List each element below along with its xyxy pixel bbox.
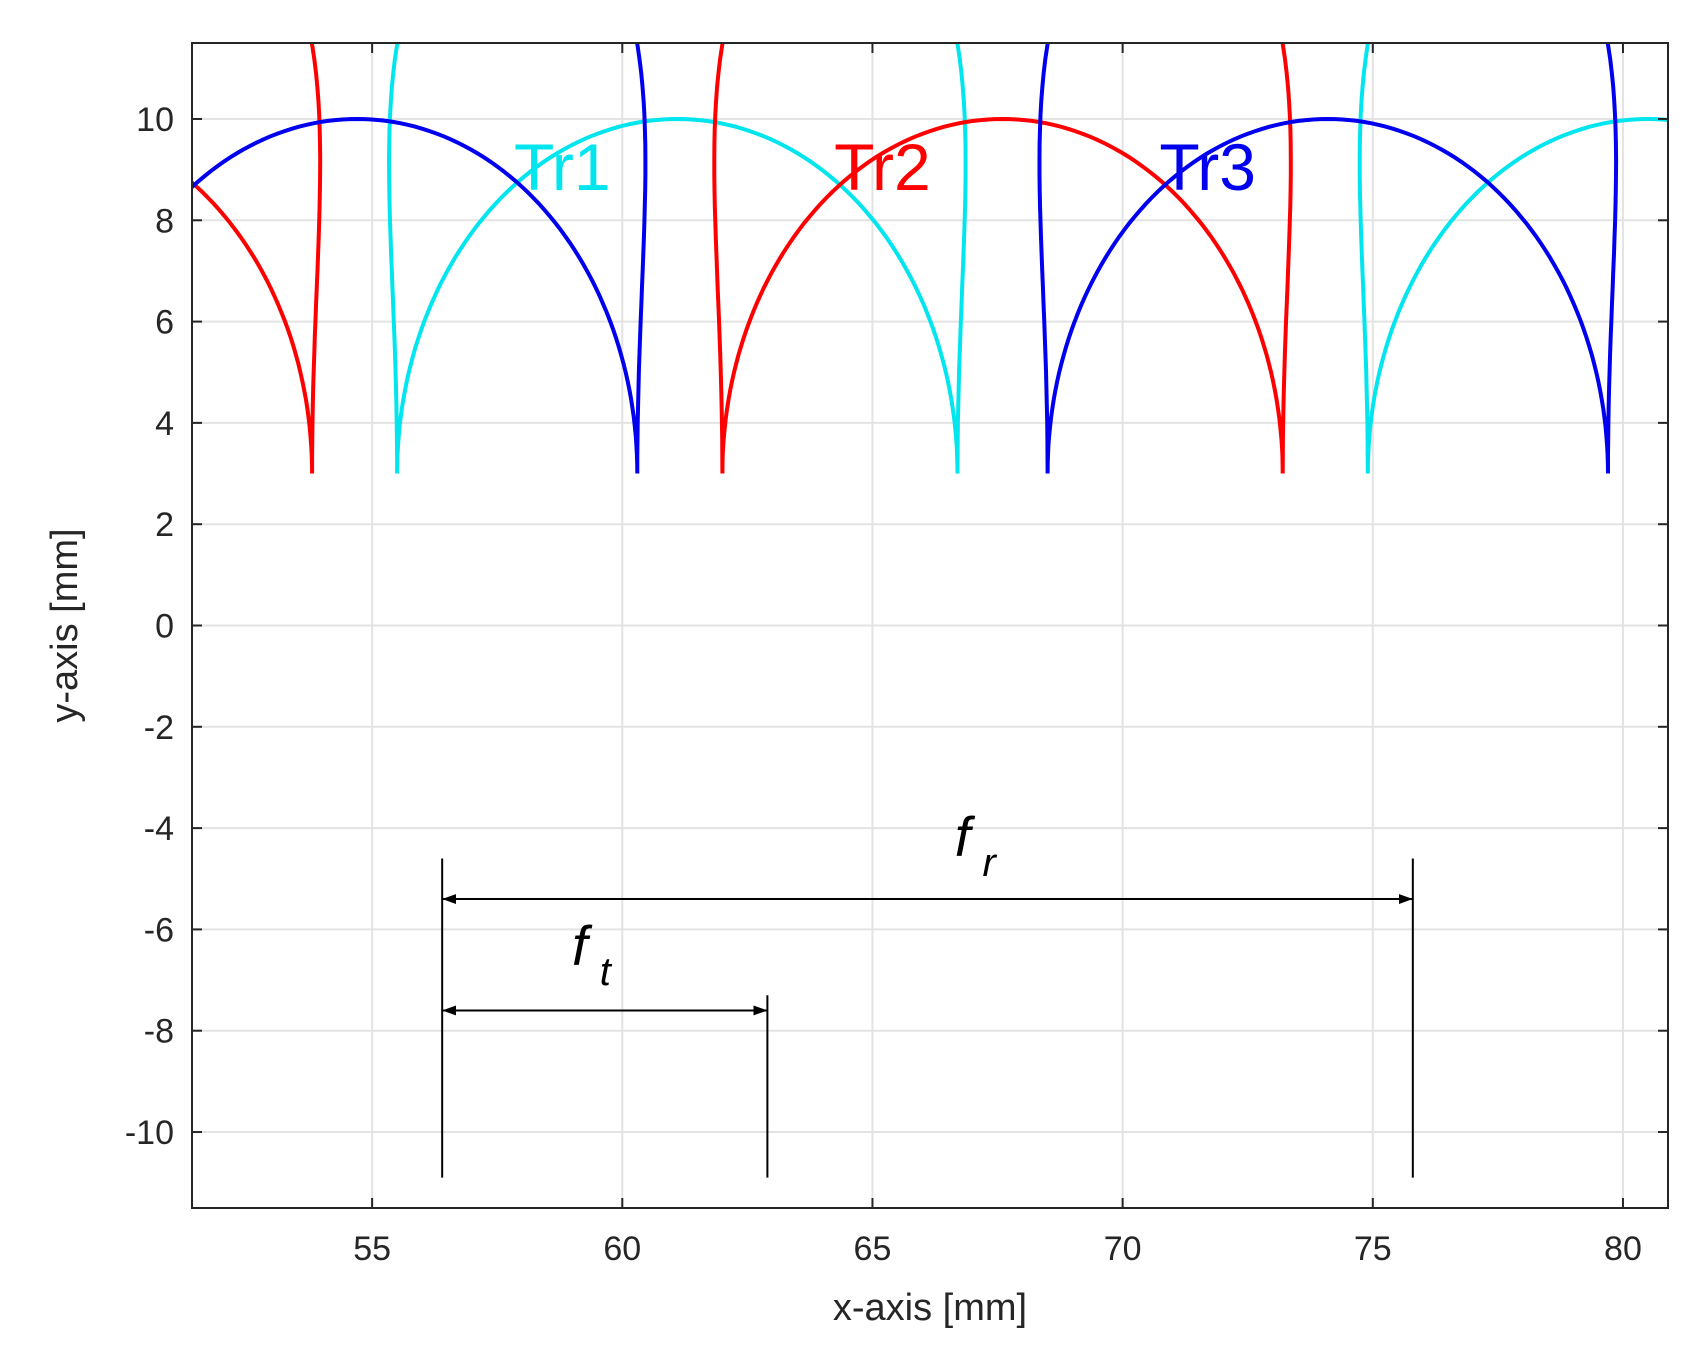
x-tick-label: 70: [1104, 1230, 1142, 1268]
dimension-label: f: [572, 914, 593, 977]
x-tick-label: 80: [1604, 1230, 1642, 1268]
y-tick-label: 6: [155, 304, 174, 342]
x-tick-label: 75: [1354, 1230, 1392, 1268]
dimension-subscript: r: [983, 841, 998, 885]
series-label: Tr3: [1159, 130, 1256, 204]
dimension-subscript: t: [600, 950, 613, 994]
y-tick-label: -2: [144, 709, 174, 747]
curves: Tr1 Tr2 Tr3: [192, 0, 1695, 474]
series-tr1: [386, 43, 1668, 474]
y-tick-label: -8: [144, 1013, 174, 1051]
dimension-label: f: [955, 805, 976, 868]
x-tick-label: 65: [854, 1230, 892, 1268]
y-axis-label: y-axis [mm]: [44, 528, 86, 722]
y-tick-label: 10: [136, 101, 174, 139]
y-tick-label: 2: [155, 506, 174, 544]
series-tr2: [192, 0, 1695, 474]
series-label: Tr1: [514, 130, 611, 204]
series-line: [1357, 43, 1668, 474]
series-line: [1685, 0, 1695, 474]
series-line: [712, 43, 1293, 474]
grid: [192, 43, 1668, 1208]
series-tr3: [192, 43, 1619, 474]
annotations: f rf t: [441, 805, 1414, 1178]
y-tick-label: -4: [144, 810, 174, 848]
series-line: [1037, 43, 1619, 474]
ticks: 55 60 65 70 75 80 10 8 6 4 2 0 -2 -4 -6 -8 -10: [125, 43, 1668, 1268]
y-tick-label: -6: [144, 911, 174, 949]
y-tick-label: 0: [155, 608, 174, 646]
series-label: Tr2: [834, 130, 931, 204]
y-tick-label: 4: [155, 405, 174, 443]
x-tick-label: 55: [353, 1230, 391, 1268]
y-tick-label: 8: [155, 202, 174, 240]
y-tick-label: -10: [125, 1114, 174, 1152]
x-axis-label: x-axis [mm]: [833, 1287, 1027, 1329]
x-tick-label: 60: [603, 1230, 641, 1268]
series-line: [192, 43, 648, 474]
series-line: [386, 43, 968, 474]
